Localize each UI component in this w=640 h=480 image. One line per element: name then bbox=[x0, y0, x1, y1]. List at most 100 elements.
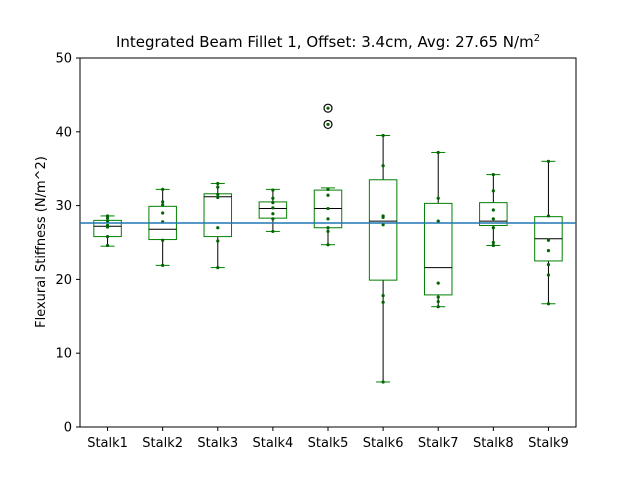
y-tick-label: 10 bbox=[55, 347, 72, 362]
x-tick-label: Stalk1 bbox=[87, 436, 128, 451]
data-point bbox=[105, 243, 110, 248]
box-stalk8 bbox=[479, 173, 508, 248]
box-iqr bbox=[368, 179, 398, 281]
box-iqr bbox=[258, 201, 288, 219]
data-point bbox=[216, 195, 220, 200]
data-point bbox=[271, 188, 275, 192]
x-tick-label: Stalk5 bbox=[308, 436, 349, 451]
data-point bbox=[491, 189, 495, 193]
data-point bbox=[161, 203, 165, 207]
data-point bbox=[381, 294, 385, 298]
data-point bbox=[216, 226, 220, 230]
data-point bbox=[381, 133, 385, 138]
data-point bbox=[105, 219, 110, 223]
data-point bbox=[381, 300, 385, 304]
data-point bbox=[161, 200, 165, 204]
data-point bbox=[491, 217, 495, 221]
data-point bbox=[216, 185, 220, 189]
data-point bbox=[381, 164, 385, 168]
y-tick-label: 40 bbox=[55, 125, 72, 140]
data-point bbox=[216, 265, 220, 270]
data-point bbox=[436, 281, 440, 285]
x-tick-label: Stalk3 bbox=[197, 436, 238, 451]
box-stalk3 bbox=[203, 181, 233, 270]
data-point bbox=[436, 219, 440, 223]
box-stalk2 bbox=[148, 187, 177, 267]
x-tick-label: Stalk4 bbox=[253, 436, 294, 451]
x-tick-label: Stalk8 bbox=[473, 436, 514, 451]
box-stalk5 bbox=[313, 103, 343, 247]
box-stalk9 bbox=[534, 159, 563, 306]
data-point bbox=[546, 159, 551, 163]
x-tick-label: Stalk7 bbox=[418, 436, 459, 451]
x-tick-label: Stalk2 bbox=[142, 436, 183, 451]
data-point bbox=[271, 201, 275, 205]
chart-title: Integrated Beam Fillet 1, Offset: 3.4cm,… bbox=[116, 33, 540, 51]
data-point bbox=[105, 234, 110, 239]
data-point bbox=[216, 181, 220, 186]
data-point bbox=[436, 305, 440, 309]
data-point bbox=[161, 238, 165, 242]
data-point bbox=[546, 273, 551, 277]
data-point bbox=[491, 208, 495, 212]
data-point bbox=[326, 229, 330, 234]
box-stalk4 bbox=[258, 188, 288, 234]
data-point bbox=[436, 150, 440, 155]
data-point bbox=[381, 223, 385, 227]
outlier-point bbox=[326, 122, 330, 127]
data-point bbox=[105, 214, 110, 218]
chart-title-superscript: 2 bbox=[534, 33, 540, 44]
data-point bbox=[381, 380, 385, 384]
data-point bbox=[105, 216, 110, 220]
x-tick-label: Stalk6 bbox=[363, 436, 404, 451]
data-point bbox=[546, 263, 551, 267]
box-iqr bbox=[479, 202, 508, 227]
outlier-point bbox=[326, 106, 330, 110]
data-point bbox=[546, 302, 551, 306]
data-point bbox=[546, 238, 551, 242]
outlier-marker bbox=[323, 119, 333, 130]
data-point bbox=[491, 226, 495, 230]
y-axis-label: Flexural Stiffness (N/m^2) bbox=[34, 156, 49, 328]
data-point bbox=[105, 223, 110, 228]
data-point bbox=[381, 214, 385, 218]
x-tick-label: Stalk9 bbox=[528, 436, 569, 451]
data-point bbox=[271, 217, 275, 221]
data-point bbox=[161, 187, 165, 191]
box-iqr bbox=[203, 193, 233, 238]
data-point bbox=[326, 193, 330, 197]
y-tick-label: 50 bbox=[55, 52, 72, 67]
chart-title-main: Integrated Beam Fillet 1, Offset: 3.4cm,… bbox=[116, 33, 534, 51]
data-point bbox=[491, 240, 495, 245]
data-point bbox=[326, 187, 330, 191]
data-point bbox=[271, 229, 275, 234]
data-point bbox=[436, 299, 440, 304]
data-point bbox=[271, 212, 275, 216]
data-point bbox=[326, 206, 330, 211]
box-iqr bbox=[423, 202, 453, 296]
data-point bbox=[271, 206, 275, 210]
y-tick-label: 30 bbox=[55, 199, 72, 214]
box-stalk6 bbox=[368, 133, 398, 384]
data-point bbox=[436, 295, 440, 299]
data-point bbox=[491, 173, 495, 177]
data-point bbox=[436, 196, 440, 200]
data-point bbox=[161, 263, 165, 267]
plot-area: 0 10 20 30 40 50 Stalk1 Stalk2 Stalk3 Stalk4 Stalk… bbox=[55, 52, 577, 451]
outlier-marker bbox=[323, 103, 333, 113]
y-tick-label: 0 bbox=[64, 421, 72, 436]
data-point bbox=[326, 217, 330, 221]
box-stalk1 bbox=[93, 214, 122, 248]
y-tick-label: 20 bbox=[55, 273, 72, 288]
box-stalk7 bbox=[423, 150, 453, 309]
data-point bbox=[271, 196, 275, 200]
data-point bbox=[326, 226, 330, 230]
data-point bbox=[326, 243, 330, 247]
data-point bbox=[491, 243, 495, 248]
data-point bbox=[161, 211, 165, 215]
data-point bbox=[546, 214, 551, 218]
data-point bbox=[216, 239, 220, 243]
data-point bbox=[216, 192, 220, 197]
data-point bbox=[546, 249, 551, 253]
